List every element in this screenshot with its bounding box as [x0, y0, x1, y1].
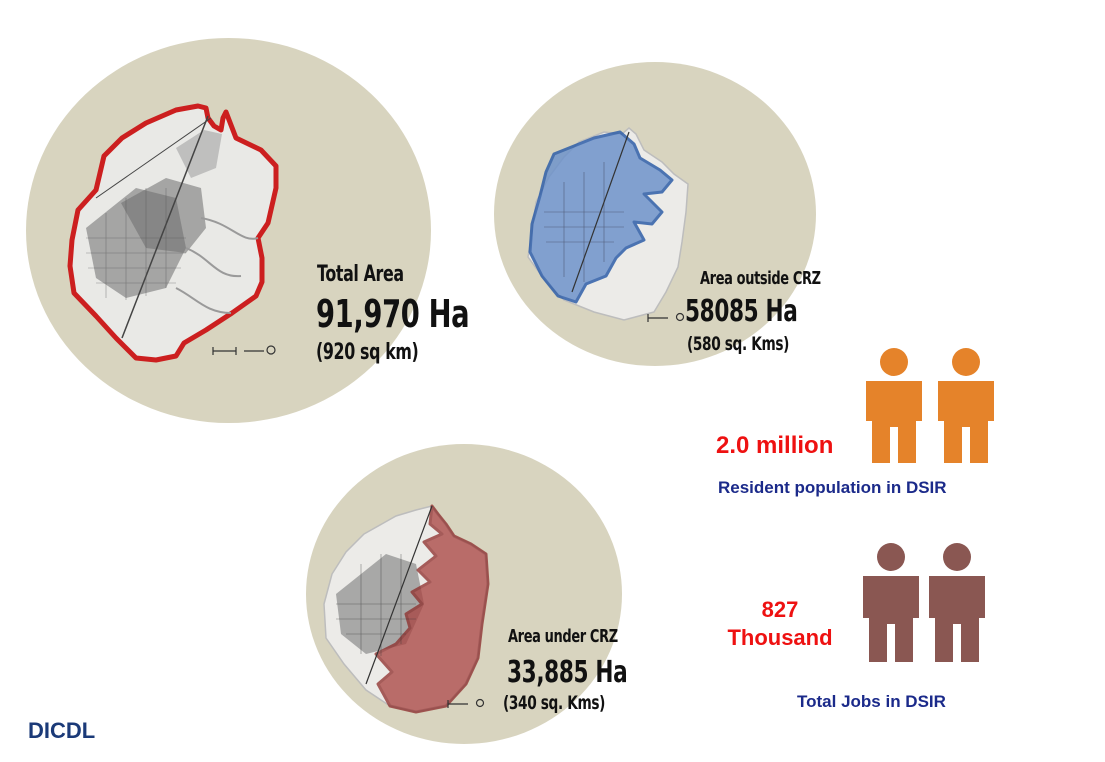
- total-area-value: 91,970 Ha: [316, 292, 470, 336]
- under-crz-value: 33,885 Ha: [507, 655, 628, 690]
- total-area-map: [67, 103, 279, 363]
- under-crz-map: [323, 504, 490, 714]
- total-area-label: Total Area: [317, 262, 404, 287]
- outside-crz-circle: [494, 62, 816, 366]
- brand-label: DICDL: [28, 718, 96, 743]
- jobs-value-number: 827: [761, 597, 799, 622]
- person-icon: [863, 543, 919, 662]
- outside-crz-value: 58085 Ha: [685, 294, 798, 329]
- jobs-value: 827 Thousand: [718, 596, 842, 652]
- person-icon: [929, 543, 985, 662]
- under-crz-circle: [306, 444, 622, 744]
- jobs-value-unit: Thousand: [727, 625, 833, 650]
- under-crz-label: Area under CRZ: [508, 626, 618, 647]
- total-area-circle: [26, 38, 431, 423]
- population-caption: Resident population in DSIR: [718, 478, 947, 497]
- person-icon: [938, 348, 994, 463]
- outside-crz-label: Area outside CRZ: [700, 268, 821, 289]
- jobs-caption: Total Jobs in DSIR: [797, 692, 946, 711]
- outside-crz-sq-km: (580 sq. Kms): [687, 333, 790, 355]
- under-crz-sq-km: (340 sq. Kms): [503, 692, 606, 714]
- population-value: 2.0 million: [716, 432, 834, 459]
- total-area-sq-km: (920 sq km): [316, 340, 419, 365]
- outside-crz-map: [527, 127, 689, 322]
- person-icon: [866, 348, 922, 463]
